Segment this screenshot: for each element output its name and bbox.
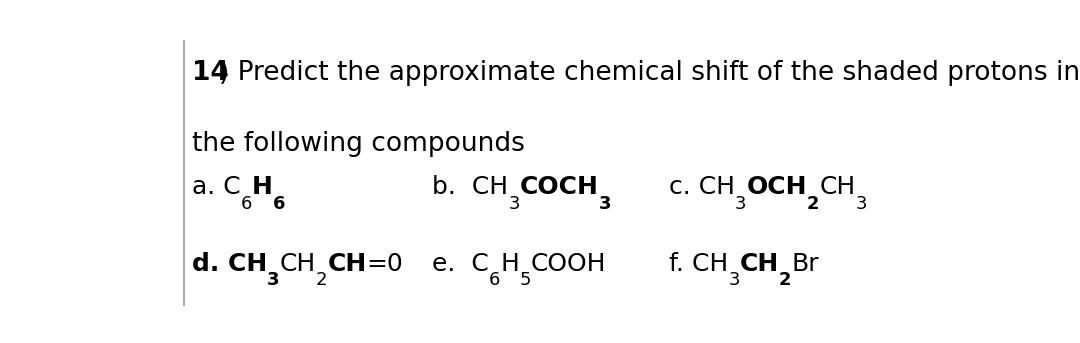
Text: CH: CH [280, 252, 316, 276]
Text: CH: CH [327, 252, 367, 276]
Text: COOH: COOH [530, 252, 606, 276]
Text: 6: 6 [241, 195, 252, 213]
Text: ) Predict the approximate chemical shift of the shaded protons in: ) Predict the approximate chemical shift… [218, 60, 1080, 86]
Text: the following compounds: the following compounds [192, 131, 525, 157]
Text: 3: 3 [855, 195, 867, 213]
Text: CH: CH [740, 252, 779, 276]
Text: 6: 6 [273, 195, 285, 213]
Text: 2: 2 [316, 271, 327, 289]
Text: =0: =0 [367, 252, 404, 276]
Text: 6: 6 [489, 271, 500, 289]
Text: CH: CH [820, 175, 855, 199]
Text: c. CH: c. CH [669, 175, 735, 199]
Text: Br: Br [792, 252, 819, 276]
Text: e.  C: e. C [432, 252, 489, 276]
Text: H: H [252, 175, 273, 199]
Text: 3: 3 [728, 271, 740, 289]
Text: OCH: OCH [746, 175, 807, 199]
Text: a. C: a. C [192, 175, 241, 199]
Text: 14: 14 [192, 60, 229, 86]
Text: 3: 3 [735, 195, 746, 213]
Text: 3: 3 [598, 195, 611, 213]
Text: 3: 3 [267, 271, 280, 289]
Text: f. CH: f. CH [669, 252, 728, 276]
Text: 5: 5 [519, 271, 530, 289]
Text: d. CH: d. CH [192, 252, 267, 276]
Text: b.  CH: b. CH [432, 175, 509, 199]
Text: 2: 2 [807, 195, 820, 213]
Text: 3: 3 [509, 195, 519, 213]
Text: 2: 2 [779, 271, 792, 289]
Text: H: H [500, 252, 519, 276]
Text: COCH: COCH [519, 175, 598, 199]
